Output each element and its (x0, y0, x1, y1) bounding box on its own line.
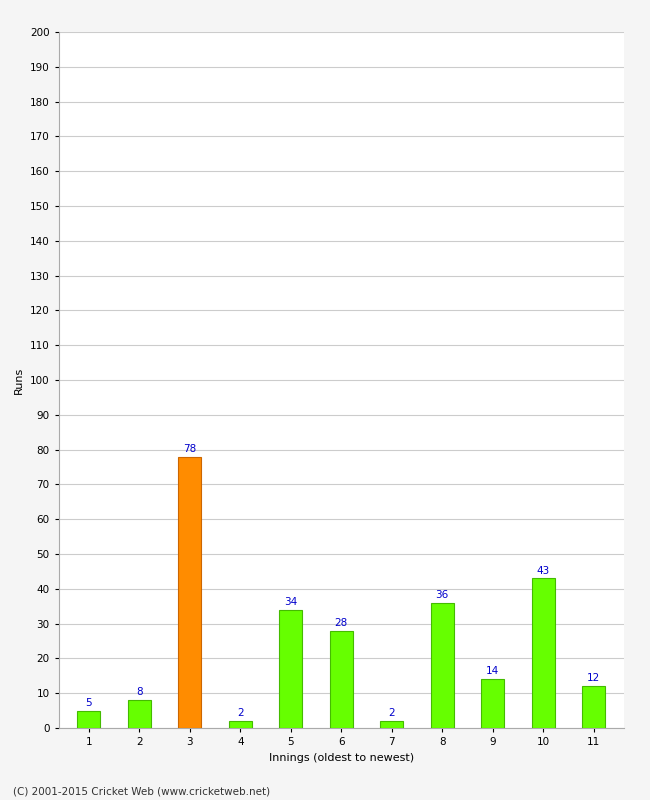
Y-axis label: Runs: Runs (14, 366, 24, 394)
Bar (582, 686, 605, 728)
X-axis label: Innings (oldest to newest): Innings (oldest to newest) (268, 753, 414, 762)
Bar (128, 700, 151, 728)
Text: 2: 2 (389, 708, 395, 718)
Bar (532, 578, 554, 728)
Bar (178, 457, 201, 728)
Bar (77, 710, 100, 728)
Bar (431, 602, 454, 728)
Text: 28: 28 (335, 618, 348, 628)
Text: 36: 36 (436, 590, 449, 600)
Bar (482, 679, 504, 728)
Bar (380, 721, 403, 728)
Text: 5: 5 (86, 698, 92, 708)
Text: 14: 14 (486, 666, 499, 677)
Text: 12: 12 (587, 674, 601, 683)
Bar (229, 721, 252, 728)
Text: 34: 34 (284, 597, 298, 607)
Text: 2: 2 (237, 708, 244, 718)
Bar (280, 610, 302, 728)
Text: 43: 43 (537, 566, 550, 575)
Text: (C) 2001-2015 Cricket Web (www.cricketweb.net): (C) 2001-2015 Cricket Web (www.cricketwe… (13, 786, 270, 796)
Bar (330, 630, 352, 728)
Text: 8: 8 (136, 687, 142, 698)
Text: 78: 78 (183, 444, 196, 454)
